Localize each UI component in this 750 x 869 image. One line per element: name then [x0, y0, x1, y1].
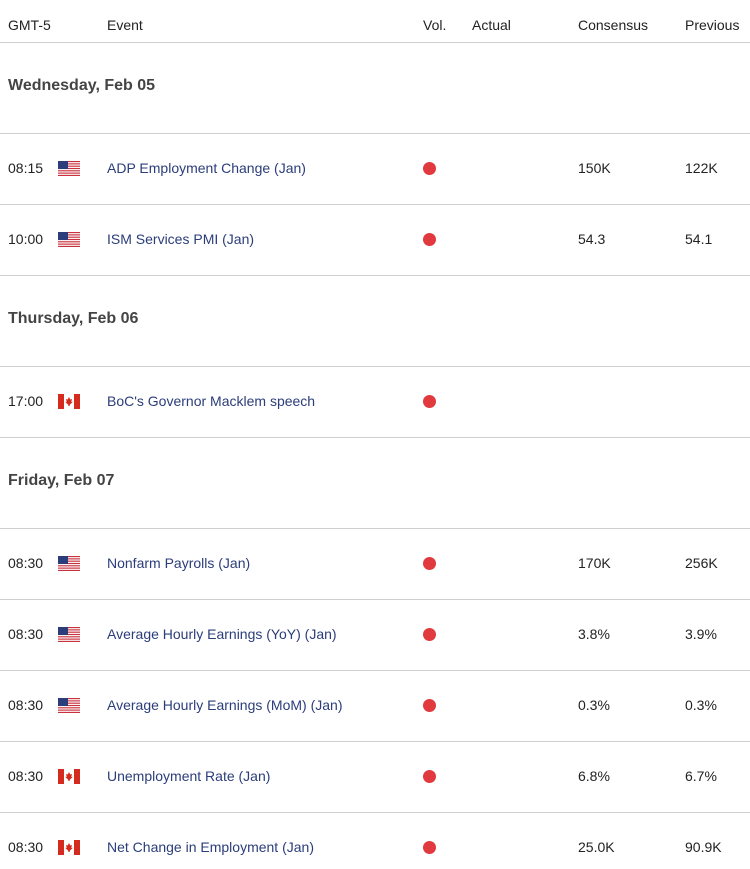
event-name: Net Change in Employment (Jan)	[107, 839, 314, 855]
previous-value: 90.9K	[685, 839, 722, 855]
us-flag	[58, 232, 80, 247]
day-label: Thursday, Feb 06	[8, 310, 139, 327]
event-time: 08:30	[8, 697, 44, 713]
event-time: 08:15	[8, 160, 44, 176]
row-divider	[0, 812, 750, 813]
column-header: Previous	[685, 17, 740, 33]
row-divider	[0, 275, 750, 276]
previous-value: 0.3%	[685, 697, 717, 713]
consensus-value: 150K	[578, 160, 611, 176]
consensus-value: 6.8%	[578, 768, 610, 784]
previous-value: 122K	[685, 160, 718, 176]
event-name: Unemployment Rate (Jan)	[107, 768, 271, 784]
event-name: BoC's Governor Macklem speech	[107, 393, 316, 409]
event-name: Average Hourly Earnings (YoY) (Jan)	[107, 626, 337, 642]
us-flag	[58, 627, 80, 642]
volatility-dot	[423, 557, 436, 570]
volatility-dot	[423, 699, 436, 712]
column-header: Actual	[472, 17, 511, 33]
column-header: Event	[107, 17, 143, 33]
column-header: Vol.	[423, 17, 447, 33]
consensus-value: 3.8%	[578, 626, 610, 642]
row-divider	[0, 528, 750, 529]
consensus-value: 54.3	[578, 231, 606, 247]
volatility-dot	[423, 162, 436, 175]
row-divider	[0, 366, 750, 367]
previous-value: 6.7%	[685, 768, 717, 784]
row-divider	[0, 204, 750, 205]
row-divider	[0, 599, 750, 600]
previous-value: 256K	[685, 555, 718, 571]
consensus-value: 25.0K	[578, 839, 615, 855]
event-name: Nonfarm Payrolls (Jan)	[107, 555, 251, 571]
column-header: Consensus	[578, 17, 649, 33]
event-time: 08:30	[8, 626, 44, 642]
day-label: Friday, Feb 07	[8, 472, 115, 489]
row-divider	[0, 42, 750, 43]
event-name: Average Hourly Earnings (MoM) (Jan)	[107, 697, 343, 713]
previous-value: 3.9%	[685, 626, 717, 642]
event-name: ISM Services PMI (Jan)	[107, 231, 255, 247]
volatility-dot	[423, 770, 436, 783]
row-divider	[0, 437, 750, 438]
row-divider	[0, 133, 750, 134]
volatility-dot	[423, 841, 436, 854]
row-divider	[0, 741, 750, 742]
us-flag	[58, 698, 80, 713]
volatility-dot	[423, 233, 436, 246]
previous-value: 54.1	[685, 231, 713, 247]
us-flag	[58, 556, 80, 571]
event-time: 08:30	[8, 839, 44, 855]
consensus-value: 0.3%	[578, 697, 610, 713]
canada-flag	[58, 394, 80, 409]
event-name: ADP Employment Change (Jan)	[107, 160, 306, 176]
canada-flag	[58, 840, 80, 855]
canada-flag	[58, 769, 80, 784]
event-time: 08:30	[8, 555, 44, 571]
event-time: 10:00	[8, 231, 44, 247]
event-time: 17:00	[8, 393, 44, 409]
volatility-dot	[423, 395, 436, 408]
day-label: Wednesday, Feb 05	[8, 77, 156, 94]
volatility-dot	[423, 628, 436, 641]
us-flag	[58, 161, 80, 176]
event-time: 08:30	[8, 768, 44, 784]
row-divider	[0, 670, 750, 671]
column-header: GMT-5	[8, 17, 51, 33]
consensus-value: 170K	[578, 555, 611, 571]
